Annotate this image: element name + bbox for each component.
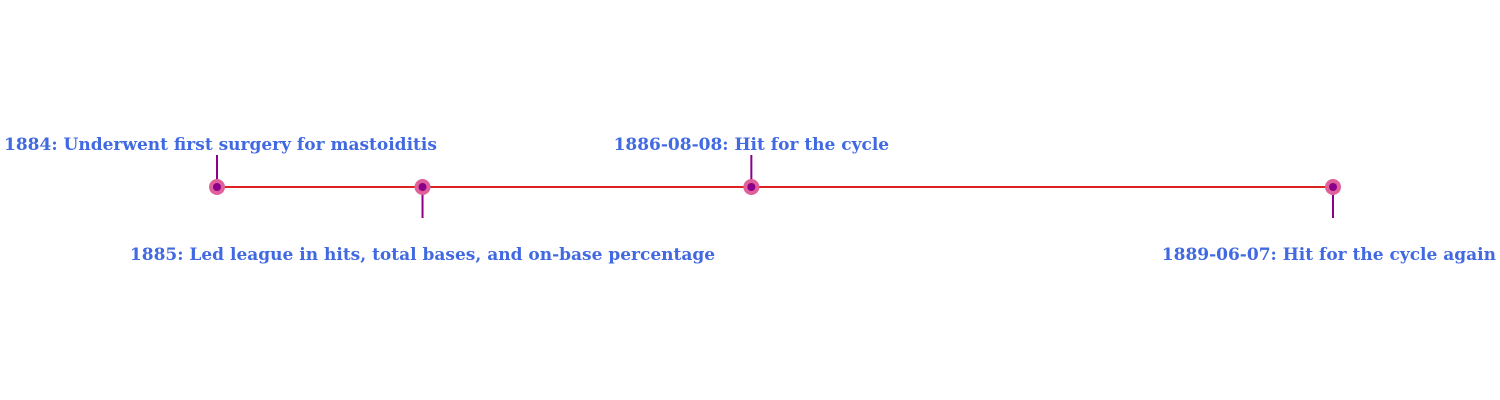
event-label: 1885: Led league in hits, total bases, a… (130, 245, 715, 265)
event-label: 1889-06-07: Hit for the cycle again (1162, 245, 1496, 265)
markers-layer (209, 179, 1341, 195)
event-label: 1884: Underwent first surgery for mastoi… (4, 135, 437, 155)
event-marker-center (213, 183, 221, 191)
event-label: 1886-08-08: Hit for the cycle (614, 135, 890, 155)
event-marker-center (1329, 183, 1337, 191)
event-marker-center (418, 183, 427, 191)
event-marker-center (747, 183, 756, 191)
labels-layer: 1884: Underwent first surgery for mastoi… (4, 135, 1496, 265)
